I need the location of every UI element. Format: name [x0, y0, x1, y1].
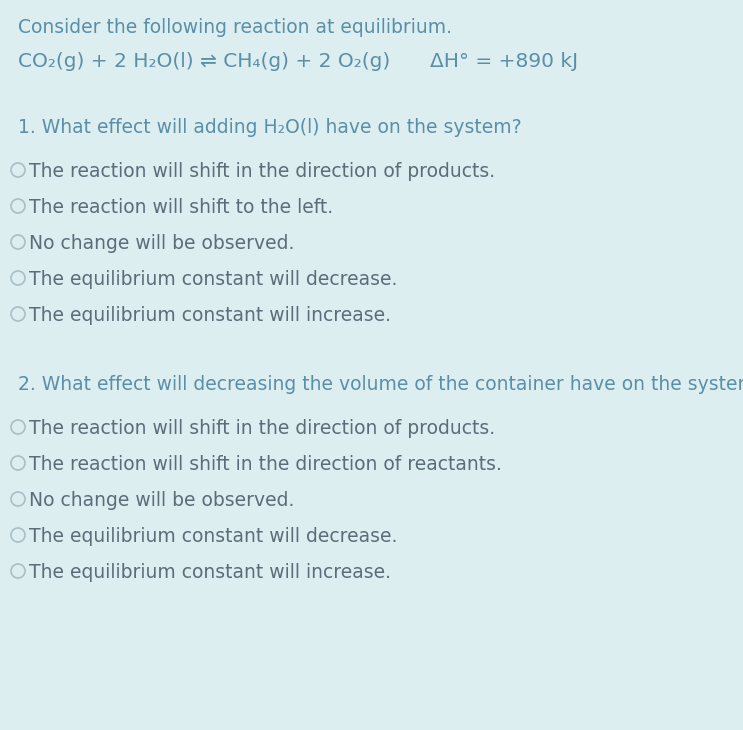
Text: 2. What effect will decreasing the volume of the container have on the system?: 2. What effect will decreasing the volum…: [18, 375, 743, 394]
Text: No change will be observed.: No change will be observed.: [29, 234, 294, 253]
Text: ΔH° = +890 kJ: ΔH° = +890 kJ: [430, 52, 578, 71]
Text: The equilibrium constant will increase.: The equilibrium constant will increase.: [29, 306, 391, 325]
Text: The equilibrium constant will increase.: The equilibrium constant will increase.: [29, 563, 391, 582]
Text: The equilibrium constant will decrease.: The equilibrium constant will decrease.: [29, 270, 398, 289]
Text: CO₂(g) + 2 H₂O(l) ⇌ CH₄(g) + 2 O₂(g): CO₂(g) + 2 H₂O(l) ⇌ CH₄(g) + 2 O₂(g): [18, 52, 390, 71]
Text: The equilibrium constant will decrease.: The equilibrium constant will decrease.: [29, 527, 398, 546]
Text: The reaction will shift in the direction of products.: The reaction will shift in the direction…: [29, 162, 495, 181]
Text: Consider the following reaction at equilibrium.: Consider the following reaction at equil…: [18, 18, 452, 37]
Text: The reaction will shift in the direction of reactants.: The reaction will shift in the direction…: [29, 455, 502, 474]
Text: The reaction will shift to the left.: The reaction will shift to the left.: [29, 198, 333, 217]
Text: No change will be observed.: No change will be observed.: [29, 491, 294, 510]
Text: The reaction will shift in the direction of products.: The reaction will shift in the direction…: [29, 419, 495, 438]
Text: 1. What effect will adding H₂O(l) have on the system?: 1. What effect will adding H₂O(l) have o…: [18, 118, 522, 137]
